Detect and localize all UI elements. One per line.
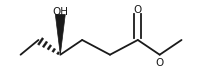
Text: OH: OH <box>52 7 68 17</box>
Polygon shape <box>42 41 48 48</box>
Text: O: O <box>156 58 164 68</box>
Text: O: O <box>134 5 142 15</box>
Polygon shape <box>55 14 65 55</box>
Polygon shape <box>52 48 56 53</box>
Polygon shape <box>57 52 60 55</box>
Polygon shape <box>47 45 52 50</box>
Polygon shape <box>37 38 44 45</box>
